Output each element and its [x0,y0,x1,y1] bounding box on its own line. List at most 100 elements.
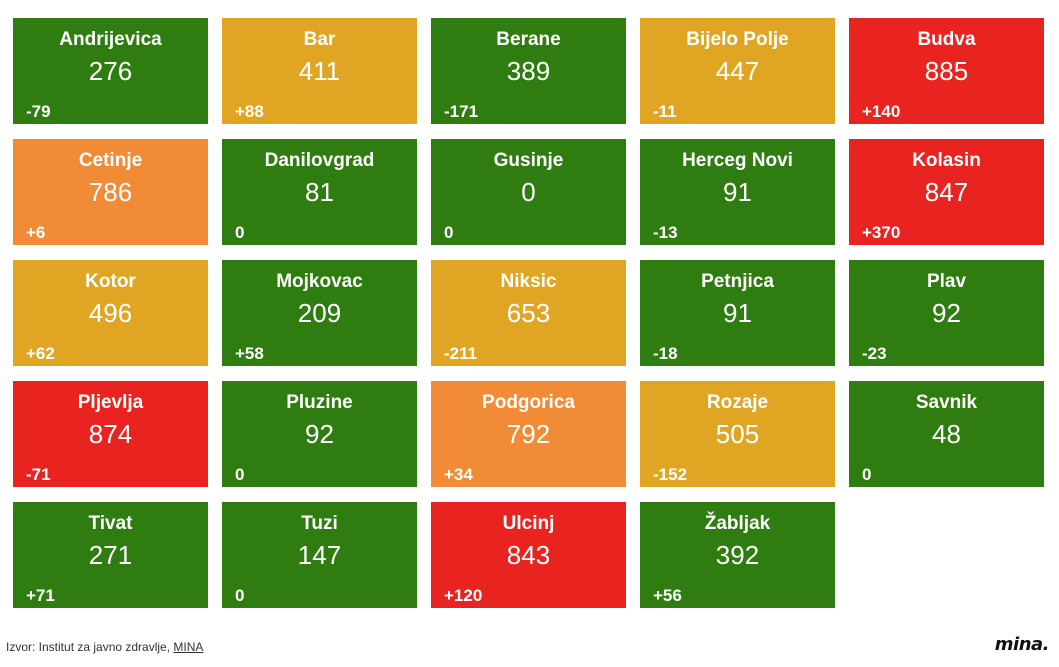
tile-name: Bijelo Polje [686,29,789,50]
municipality-tile: Pljevlja 874 -71 [13,381,208,487]
tile-name: Mojkovac [276,271,363,292]
tile-change: 0 [235,465,245,484]
tile-name: Podgorica [482,392,575,413]
municipality-tile: Ulcinj 843 +120 [431,502,626,608]
tile-change: +34 [444,465,473,484]
tile-change: +6 [26,223,46,242]
tile-change: +370 [862,223,901,242]
municipality-tile: Mojkovac 209 +58 [222,260,417,366]
municipality-tile: Cetinje 786 +6 [13,139,208,245]
tile-name: Gusinje [493,150,564,171]
tile-change: 0 [235,586,245,605]
tile-change: +120 [444,586,483,605]
tile-name: Tivat [88,513,133,534]
tile-change: 0 [444,223,454,242]
tile-name: Budva [917,29,976,50]
tile-value: 147 [297,540,342,570]
tile-name: Danilovgrad [264,150,375,171]
mina-logo: mina. [994,634,1050,655]
tile-change: +56 [653,586,682,605]
municipality-tile: Herceg Novi 91 -13 [640,139,835,245]
tile-change: +62 [26,344,55,363]
tile-change: +88 [235,102,264,121]
municipality-tile: Žabljak 392 +56 [640,502,835,608]
tile-value: 389 [506,56,551,86]
municipality-tile: Niksic 653 -211 [431,260,626,366]
tile-value: 447 [715,56,760,86]
source-note: Izvor: Institut za javno zdravlje, MINA [6,640,203,654]
source-link[interactable]: MINA [173,640,204,654]
tile-name: Berane [496,29,561,50]
tile-name: Pluzine [286,392,353,413]
tile-value: 209 [297,298,342,328]
municipality-tile: Tuzi 147 0 [222,502,417,608]
municipality-tile: Plav 92 -23 [849,260,1044,366]
tile-name: Žabljak [704,513,771,534]
tile-value: 0 [521,177,536,207]
tile-value: 92 [932,298,961,328]
tile-change: -23 [862,344,887,363]
tile-value: 271 [88,540,133,570]
tile-value: 92 [305,419,334,449]
tile-name: Pljevlja [77,392,144,413]
tile-change: -13 [653,223,678,242]
municipality-tile: Danilovgrad 81 0 [222,139,417,245]
tile-value: 792 [506,419,551,449]
tile-change: -171 [444,102,479,121]
tile-change: 0 [235,223,245,242]
tile-name: Rozaje [706,392,769,413]
municipality-tile: Kolasin 847 +370 [849,139,1044,245]
tile-value: 411 [298,56,341,86]
tile-change: -152 [653,465,688,484]
tile-value: 392 [715,540,760,570]
tile-value: 847 [924,177,969,207]
tile-value: 276 [88,56,133,86]
municipality-tile: Berane 389 -171 [431,18,626,124]
tile-value: 48 [932,419,961,449]
tile-name: Petnjica [701,271,774,292]
tile-name: Tuzi [301,513,338,534]
municipality-tile: Budva 885 +140 [849,18,1044,124]
tile-change: -11 [653,102,677,121]
tile-change: +58 [235,344,264,363]
tile-name: Ulcinj [502,513,555,534]
municipality-tile: Kotor 496 +62 [13,260,208,366]
tile-name: Kotor [85,271,136,292]
tile-change: -79 [26,102,51,121]
municipality-grid: Andrijevica 276 -79 Bar 411 +88 Berane 389 -171 B… [13,18,1047,608]
tile-name: Cetinje [78,150,143,171]
tile-name: Plav [926,271,967,292]
tile-change: -71 [26,465,51,484]
tile-change: -18 [653,344,678,363]
tile-value: 496 [88,298,133,328]
tile-value: 653 [506,298,551,328]
tile-name: Bar [303,29,336,50]
municipality-tile: Petnjica 91 -18 [640,260,835,366]
tile-change: +140 [862,102,901,121]
tile-value: 843 [506,540,551,570]
municipality-tile: Savnik 48 0 [849,381,1044,487]
tile-value: 91 [723,177,752,207]
municipality-tile: Bijelo Polje 447 -11 [640,18,835,124]
municipality-tile: Tivat 271 +71 [13,502,208,608]
tile-value: 505 [715,419,760,449]
municipality-tile: Rozaje 505 -152 [640,381,835,487]
tile-value: 786 [88,177,133,207]
tile-value: 885 [924,56,969,86]
tile-name: Niksic [500,271,557,292]
municipality-tile: Gusinje 0 0 [431,139,626,245]
tile-change: 0 [862,465,872,484]
tile-name: Kolasin [912,150,981,171]
municipality-tile: Pluzine 92 0 [222,381,417,487]
tile-name: Herceg Novi [682,150,793,171]
source-text: Izvor: Institut za javno zdravlje, [6,640,174,654]
municipality-tile: Andrijevica 276 -79 [13,18,208,124]
tile-value: 81 [305,177,334,207]
municipality-tile: Podgorica 792 +34 [431,381,626,487]
tile-change: -211 [444,344,478,363]
municipality-tile: Bar 411 +88 [222,18,417,124]
tile-value: 91 [723,298,752,328]
tile-change: +71 [26,586,55,605]
tile-value: 874 [88,419,133,449]
tile-name: Savnik [915,392,978,413]
